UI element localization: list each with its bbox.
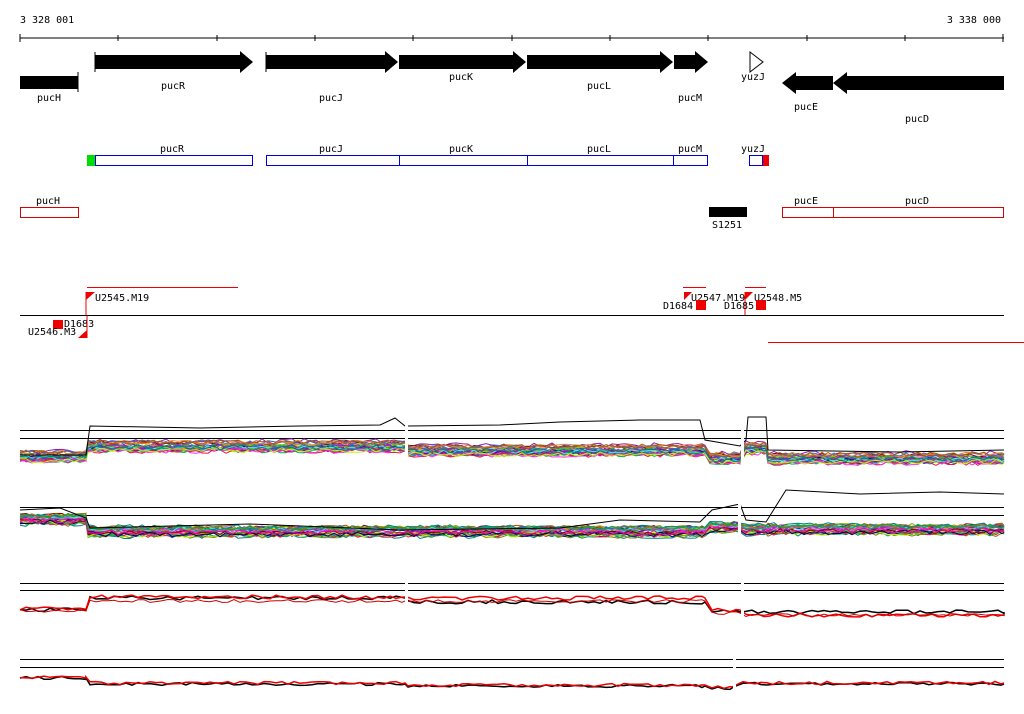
- gene-pucL-label: pucL: [587, 81, 611, 92]
- expression-profile-line: [19, 443, 1005, 462]
- gene-pucE[interactable]: pucE: [782, 72, 833, 113]
- segment-S1251[interactable]: S1251: [709, 207, 747, 231]
- forward-box-yuzJ[interactable]: yuzJ: [741, 144, 769, 166]
- reverse-box-pucD-label: pucD: [905, 196, 929, 207]
- expression-profile-line: [19, 598, 1005, 618]
- expression-track-2: [19, 489, 1005, 545]
- ruler-start-label: 3 328 001: [20, 15, 74, 26]
- expression-profile-reference: [19, 489, 1005, 531]
- feature-U2548-M5[interactable]: U2548.M5: [744, 292, 802, 315]
- expression-profile-line: [19, 517, 1005, 536]
- feature-U2547-M19[interactable]: U2547.M19: [684, 292, 745, 304]
- forward-box-yuzJ-label: yuzJ: [741, 144, 765, 155]
- gene-arrow-track: pucH pucR pucJ pucK pucL pucM yuzJ: [20, 50, 1004, 125]
- feature-D1683[interactable]: D1683: [53, 319, 94, 330]
- expression-profile-line: [19, 444, 1005, 463]
- feature-D1685[interactable]: D1685: [724, 300, 766, 312]
- forward-box-pucJ-label: pucJ: [319, 144, 343, 155]
- stop-marker: [763, 155, 769, 166]
- feature-track: U2545.M19 D1683 U2546.M3 U2547.M19 D1684…: [20, 287, 1024, 343]
- expression-profile-line: [19, 513, 1005, 532]
- forward-box-pucM-label: pucM: [678, 144, 702, 155]
- feature-U2546-M3-label: U2546.M3: [28, 327, 76, 338]
- gene-pucR[interactable]: pucR: [94, 51, 253, 92]
- forward-box-pucK-label: pucK: [449, 144, 473, 155]
- forward-box-pucK[interactable]: pucK: [399, 144, 528, 166]
- forward-box-pucR[interactable]: pucR: [95, 144, 253, 166]
- forward-box-pucM[interactable]: pucM: [673, 144, 708, 166]
- reverse-box-pucE[interactable]: pucE: [782, 196, 834, 218]
- feature-D1683-label: D1683: [64, 319, 94, 330]
- expression-track-1: [19, 400, 1005, 470]
- gene-pucR-label: pucR: [161, 81, 186, 92]
- expression-profile-line: [19, 594, 1005, 618]
- forward-box-pucJ[interactable]: pucJ: [266, 144, 400, 166]
- gene-pucM[interactable]: pucM: [674, 51, 708, 104]
- forward-strand-track: pucR pucJ pucK pucL pucM yuzJ: [87, 144, 769, 166]
- feature-D1685-label: D1685: [724, 301, 754, 312]
- feature-U2547-M19-label: U2547.M19: [691, 293, 745, 304]
- feature-D1684-label: D1684: [663, 301, 693, 312]
- coordinate-ruler: 3 328 001 3 338 000: [19, 15, 1004, 42]
- feature-U2545-M19[interactable]: U2545.M19: [85, 292, 149, 315]
- gene-pucK-label: pucK: [449, 72, 473, 83]
- forward-box-pucL[interactable]: pucL: [527, 144, 674, 166]
- reverse-box-pucD[interactable]: pucD: [833, 196, 1004, 218]
- reverse-box-pucH-label: pucH: [36, 196, 60, 207]
- gene-pucJ-label: pucJ: [319, 93, 343, 104]
- forward-box-pucL-label: pucL: [587, 144, 611, 155]
- expression-profile-line: [19, 439, 1005, 458]
- expression-profile-reference: [20, 416, 1005, 456]
- gene-pucD[interactable]: pucD: [833, 72, 1004, 125]
- gene-yuzJ[interactable]: yuzJ: [741, 50, 765, 83]
- expression-profile-line: [19, 512, 1005, 531]
- expression-track-4: [19, 655, 1005, 695]
- gene-pucE-label: pucE: [794, 102, 818, 113]
- gene-pucM-label: pucM: [678, 93, 702, 104]
- start-marker: [87, 155, 95, 166]
- reverse-box-pucE-label: pucE: [794, 196, 818, 207]
- gene-pucJ[interactable]: pucJ: [265, 51, 398, 104]
- expression-profile-line: [19, 519, 1005, 538]
- feature-D1684[interactable]: D1684: [663, 300, 706, 312]
- expression-profile-line: [19, 447, 1005, 465]
- segment-S1251-label: S1251: [712, 220, 742, 231]
- forward-box-pucR-label: pucR: [160, 144, 185, 155]
- reverse-strand-track: pucH S1251 pucE pucD: [20, 196, 1004, 231]
- gene-pucD-label: pucD: [905, 114, 929, 125]
- gene-yuzJ-label: yuzJ: [741, 72, 765, 83]
- expression-profile-line: [19, 595, 1005, 615]
- expression-track-3: [19, 578, 1005, 620]
- feature-U2545-M19-label: U2545.M19: [95, 293, 149, 304]
- feature-U2546-M3[interactable]: U2546.M3: [28, 316, 88, 338]
- gene-pucK[interactable]: pucK: [399, 51, 526, 83]
- gene-pucH[interactable]: pucH: [20, 72, 79, 104]
- gene-pucL[interactable]: pucL: [527, 51, 673, 92]
- feature-U2548-M5-label: U2548.M5: [754, 293, 802, 304]
- expression-profile-line: [19, 674, 1005, 690]
- gene-pucH-label: pucH: [37, 93, 61, 104]
- reverse-box-pucH[interactable]: pucH: [20, 196, 79, 218]
- ruler-end-label: 3 338 000: [947, 15, 1001, 26]
